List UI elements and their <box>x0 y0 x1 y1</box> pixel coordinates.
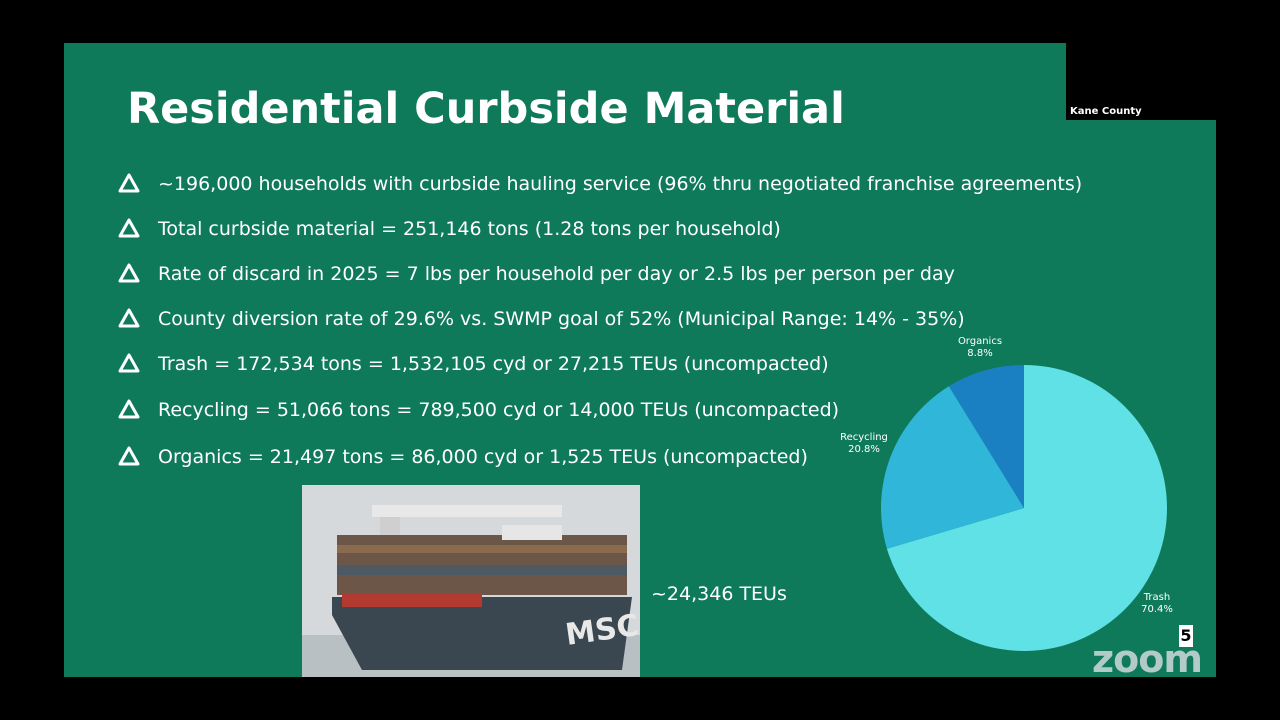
slice-label: Organics <box>958 336 1002 347</box>
bullet: Trash = 172,534 tons = 1,532,105 cyd or … <box>116 351 829 377</box>
app-logo: zoom <box>1092 637 1203 681</box>
pie-slice <box>881 386 1024 549</box>
bullet-text: Organics = 21,497 tons = 86,000 cyd or 1… <box>158 446 808 468</box>
slice-value-label: 20.8% <box>848 444 880 455</box>
bullet: County diversion rate of 29.6% vs. SWMP … <box>116 306 965 332</box>
bullet: Total curbside material = 251,146 tons (… <box>116 216 781 242</box>
bullet-text: Rate of discard in 2025 = 7 lbs per hous… <box>158 263 955 285</box>
bullet-text: Trash = 172,534 tons = 1,532,105 cyd or … <box>158 353 829 375</box>
bullet-text: Recycling = 51,066 tons = 789,500 cyd or… <box>158 399 840 421</box>
slice-value-label: 8.8% <box>967 348 992 359</box>
recycle-icon <box>118 263 140 283</box>
page-number: 5 <box>1179 625 1193 647</box>
bullet-text: Total curbside material = 251,146 tons (… <box>158 218 781 240</box>
participant-label: Kane County <box>1070 106 1142 117</box>
slice-label: Recycling <box>840 432 888 443</box>
slide-title: Residential Curbside Material <box>127 84 845 134</box>
slice-label: Trash <box>1143 592 1170 603</box>
pie-slice <box>886 365 1167 651</box>
image-caption: ~24,346 TEUs <box>651 583 787 605</box>
slice-value-label: 70.4% <box>1141 604 1173 615</box>
recycle-icon <box>118 308 140 328</box>
bullet: Organics = 21,497 tons = 86,000 cyd or 1… <box>116 444 808 470</box>
bullet-text: ~196,000 households with curbside haulin… <box>158 173 1083 195</box>
recycle-icon <box>118 218 140 238</box>
recycle-icon <box>118 173 140 193</box>
bullet-text: County diversion rate of 29.6% vs. SWMP … <box>158 308 965 330</box>
pie-slice <box>948 365 1024 508</box>
bullet: Rate of discard in 2025 = 7 lbs per hous… <box>116 261 955 287</box>
recycle-icon <box>118 446 140 466</box>
ship-image: MSC <box>302 485 640 677</box>
recycle-icon <box>118 399 140 419</box>
recycle-icon <box>118 353 140 373</box>
bullet: ~196,000 households with curbside haulin… <box>116 171 1082 197</box>
bullet: Recycling = 51,066 tons = 789,500 cyd or… <box>116 397 839 423</box>
